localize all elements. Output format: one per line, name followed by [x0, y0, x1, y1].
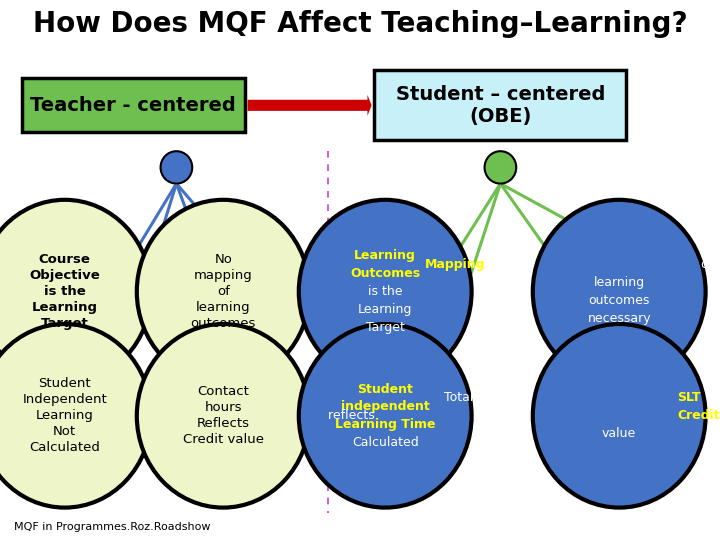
- Text: Calculated: Calculated: [352, 436, 418, 449]
- Ellipse shape: [533, 200, 706, 383]
- Text: Student
Independent
Learning
Not
Calculated: Student Independent Learning Not Calcula…: [22, 377, 107, 454]
- Ellipse shape: [0, 200, 151, 383]
- Text: Course
Objective
is the
Learning
Target: Course Objective is the Learning Target: [30, 253, 100, 330]
- Text: No
mapping
of
learning
outcomes: No mapping of learning outcomes: [191, 253, 256, 330]
- Text: Teacher - centered: Teacher - centered: [30, 96, 236, 115]
- Text: of: of: [697, 258, 713, 272]
- Text: SLT: SLT: [678, 392, 701, 404]
- Text: necessary: necessary: [588, 312, 651, 325]
- Text: MQF in Programmes.Roz.Roadshow: MQF in Programmes.Roz.Roadshow: [14, 522, 211, 532]
- Text: Learning: Learning: [354, 249, 416, 262]
- Text: How Does MQF Affect Teaching–Learning?: How Does MQF Affect Teaching–Learning?: [32, 10, 688, 38]
- Text: Student – centered
(OBE): Student – centered (OBE): [396, 85, 605, 126]
- Text: Student: Student: [357, 382, 413, 396]
- Ellipse shape: [0, 324, 151, 508]
- Ellipse shape: [299, 324, 472, 508]
- Text: Learning: Learning: [358, 303, 413, 316]
- Text: learning: learning: [593, 276, 645, 289]
- Text: Total: Total: [444, 392, 477, 404]
- Ellipse shape: [137, 324, 310, 508]
- Ellipse shape: [299, 200, 472, 383]
- Ellipse shape: [533, 324, 706, 508]
- Text: is the: is the: [368, 285, 402, 298]
- Text: Mapping: Mapping: [425, 258, 485, 272]
- Text: outcomes: outcomes: [588, 294, 650, 307]
- Text: reflects: reflects: [328, 409, 378, 422]
- Text: Contact
hours
Reflects
Credit value: Contact hours Reflects Credit value: [183, 386, 264, 446]
- Ellipse shape: [137, 200, 310, 383]
- Text: value: value: [602, 427, 636, 440]
- Ellipse shape: [485, 151, 516, 184]
- FancyBboxPatch shape: [22, 78, 245, 132]
- Text: Learning Time: Learning Time: [335, 418, 436, 431]
- Text: Target: Target: [366, 321, 405, 334]
- FancyBboxPatch shape: [374, 70, 626, 140]
- Text: independent: independent: [341, 400, 430, 414]
- Ellipse shape: [161, 151, 192, 184]
- Text: Credit: Credit: [678, 409, 720, 422]
- Text: Outcomes: Outcomes: [350, 267, 420, 280]
